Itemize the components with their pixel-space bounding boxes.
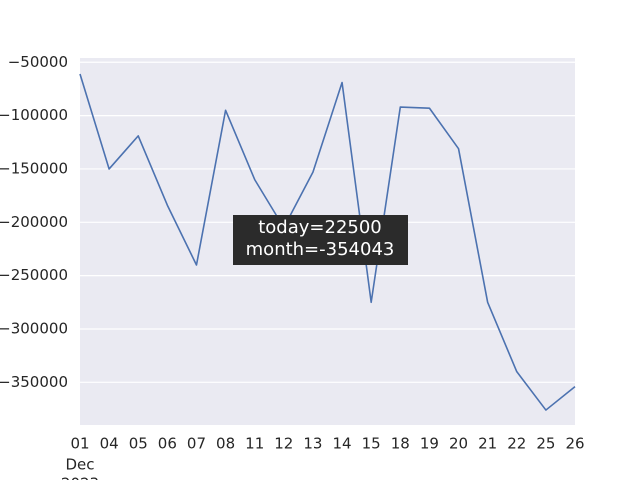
x-tick-label: 07 [187,435,206,453]
x-tick-label: 08 [216,435,235,453]
y-tick-label: −300000 [0,319,68,337]
x-tick-label: 26 [565,435,584,453]
x-tick-label: 21 [478,435,497,453]
annotation-text: month=-354043 [246,239,395,260]
y-tick-label: −200000 [0,213,68,231]
x-tick-label: 11 [245,435,264,453]
x-tick-label: 19 [420,435,439,453]
x-tick-sublabel: 2023 [61,475,99,480]
y-tick-label: −100000 [0,106,68,124]
x-tick-label: 05 [129,435,148,453]
x-tick-label: 22 [507,435,526,453]
x-tick-sublabel: Dec [65,456,94,474]
annotation-box [233,215,408,265]
y-tick-label: −250000 [0,266,68,284]
y-tick-label: −350000 [0,373,68,391]
y-tick-label: −50000 [8,53,68,71]
x-tick-label: 14 [333,435,352,453]
x-tick-label: 13 [303,435,322,453]
x-tick-label: 12 [274,435,293,453]
annotation-text: today=22500 [258,217,382,238]
x-tick-label: 01 [70,435,89,453]
x-tick-label: 06 [158,435,177,453]
y-tick-label: −150000 [0,159,68,177]
x-tick-label: 15 [362,435,381,453]
data-line [79,73,576,411]
x-tick-label: 25 [536,435,555,453]
x-tick-label: 04 [100,435,119,453]
x-tick-label: 20 [449,435,468,453]
x-tick-label: 18 [391,435,410,453]
